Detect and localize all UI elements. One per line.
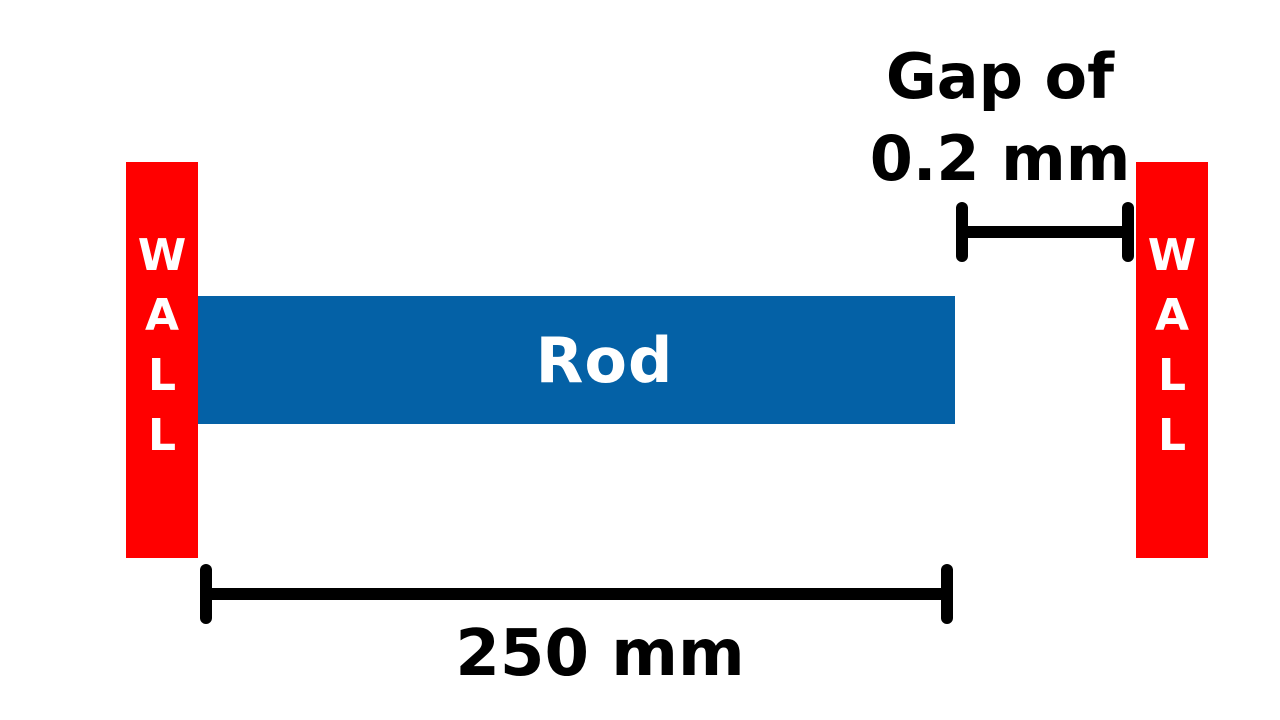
- rod-label: Rod: [535, 323, 674, 397]
- gap-label-line1: Gap of: [885, 40, 1115, 113]
- gap-dimension: [956, 202, 1134, 262]
- length-label: 250 mm: [455, 617, 745, 691]
- left-wall-letter: L: [147, 350, 177, 401]
- left-wall: W A L L: [126, 162, 198, 558]
- length-dimension: [200, 564, 953, 624]
- right-wall-letter: W: [1147, 230, 1197, 281]
- right-wall-letter: L: [1157, 410, 1187, 461]
- left-wall-letter: L: [147, 410, 177, 461]
- right-wall: W A L L: [1136, 162, 1208, 558]
- left-wall-letter: W: [137, 230, 187, 281]
- left-wall-letter: A: [144, 290, 180, 341]
- rod: Rod: [198, 296, 955, 424]
- gap-label: Gap of 0.2 mm: [860, 36, 1140, 200]
- right-wall-letter: L: [1157, 350, 1187, 401]
- right-wall-letter: A: [1154, 290, 1190, 341]
- gap-label-line2: 0.2 mm: [869, 122, 1131, 195]
